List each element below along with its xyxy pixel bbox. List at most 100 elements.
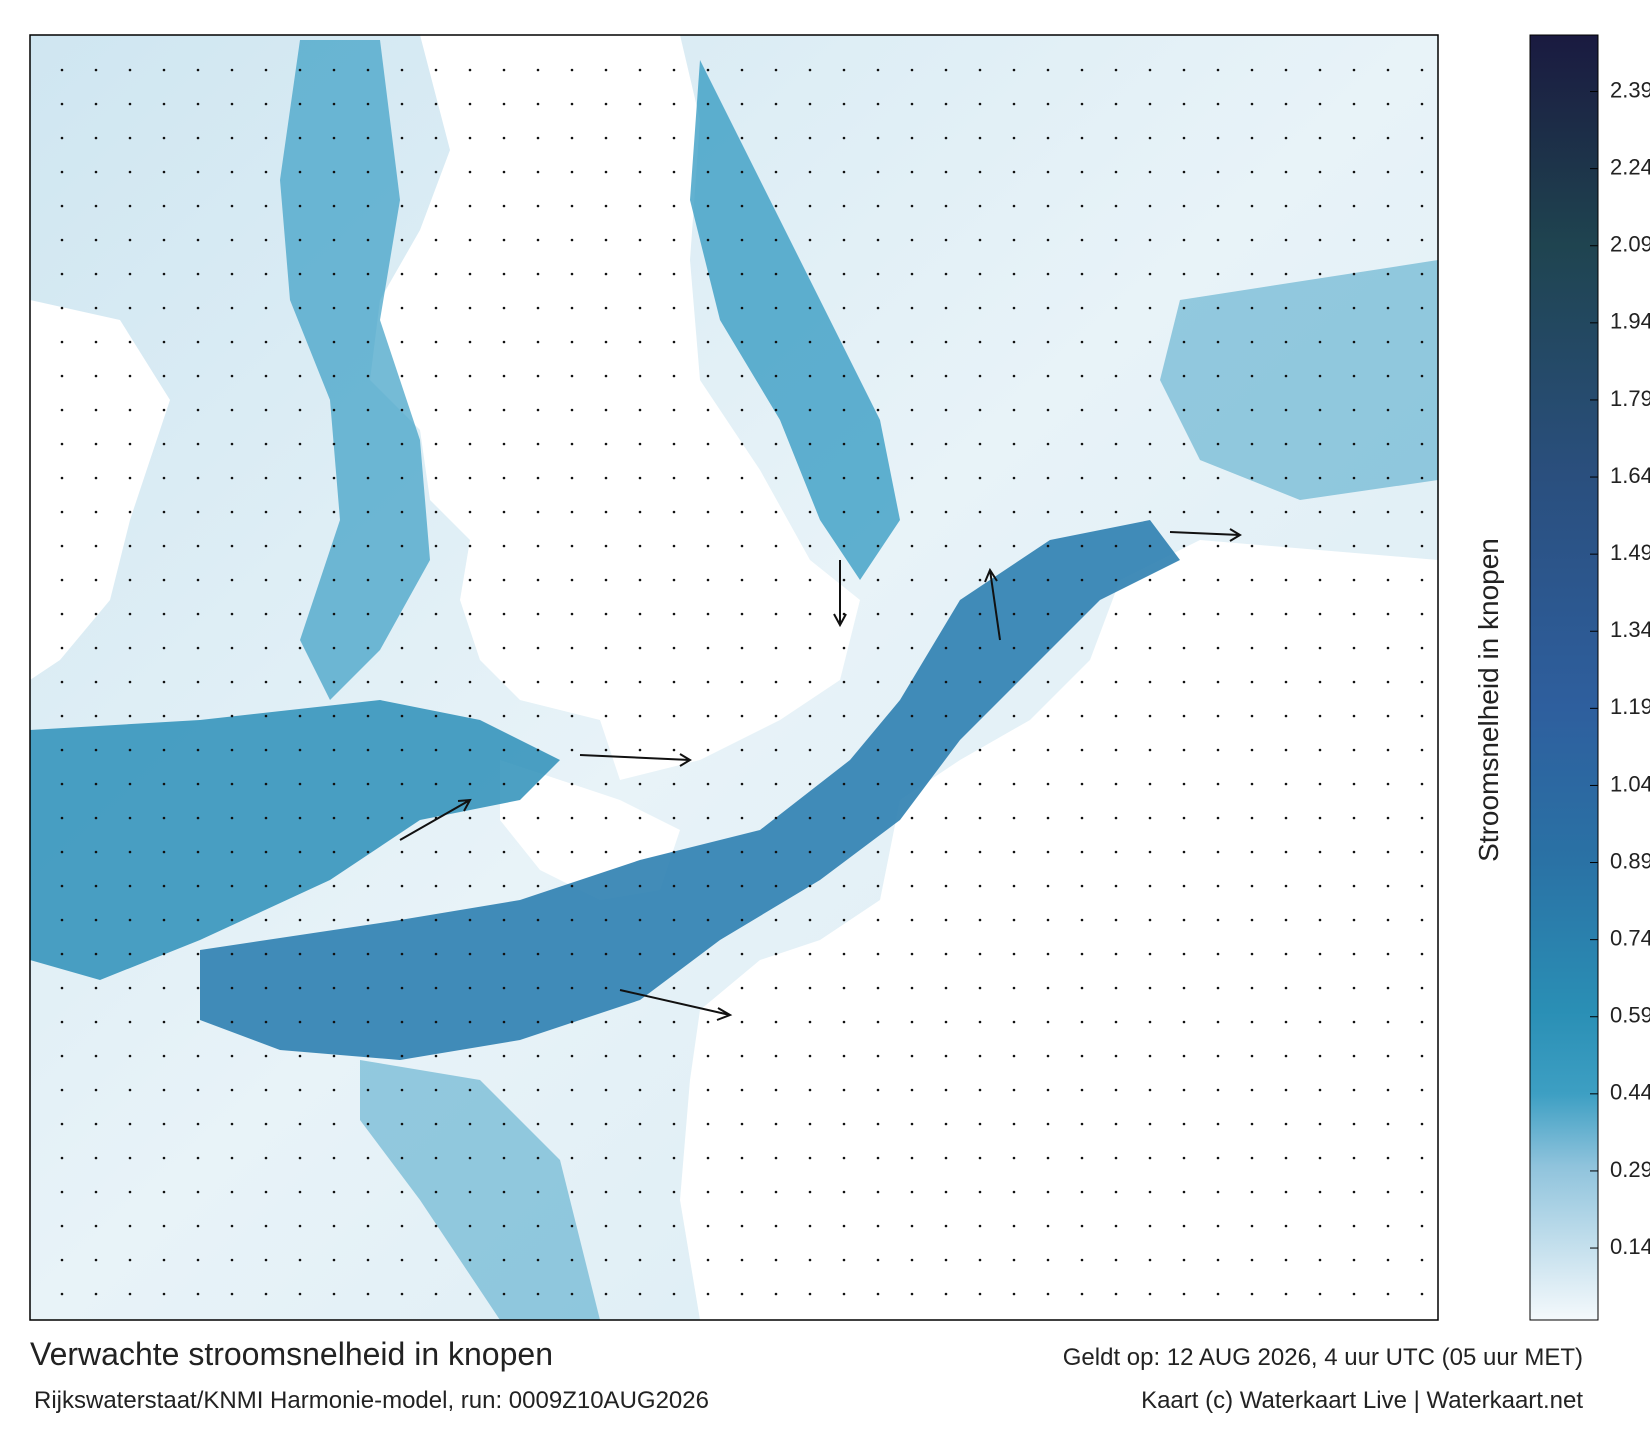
grid-dot [128,510,132,514]
grid-dot [604,68,608,72]
grid-dot [60,1258,64,1262]
grid-dot [808,748,812,752]
grid-dot [298,204,302,208]
grid-dot [570,816,574,820]
grid-dot [604,340,608,344]
grid-dot [638,748,642,752]
grid-dot [570,986,574,990]
grid-dot [434,714,438,718]
grid-dot [366,340,370,344]
grid-dot [910,374,914,378]
grid-dot [128,1224,132,1228]
grid-dot [502,68,506,72]
grid-dot [468,510,472,514]
grid-dot [264,850,268,854]
grid-dot [1216,272,1220,276]
grid-dot [1148,340,1152,344]
grid-dot [196,1190,200,1194]
grid-dot [842,136,846,140]
grid-dot [264,1224,268,1228]
grid-dot [876,1190,880,1194]
grid-dot [910,748,914,752]
grid-dot [1386,408,1390,412]
grid-dot [1250,1122,1254,1126]
grid-dot [638,510,642,514]
grid-dot [1182,374,1186,378]
grid-dot [1420,510,1424,514]
grid-dot [808,782,812,786]
grid-dot [1284,1054,1288,1058]
grid-dot [400,204,404,208]
grid-dot [1352,1122,1356,1126]
grid-dot [366,1190,370,1194]
grid-dot [910,136,914,140]
grid-dot [1284,1020,1288,1024]
grid-dot [638,68,642,72]
grid-dot [570,136,574,140]
grid-dot [1352,782,1356,786]
grid-dot [1420,884,1424,888]
grid-dot [196,340,200,344]
grid-dot [1318,204,1322,208]
grid-dot [1352,1020,1356,1024]
grid-dot [1386,442,1390,446]
grid-dot [1352,1258,1356,1262]
grid-dot [298,102,302,106]
grid-dot [604,170,608,174]
grid-dot [468,1190,472,1194]
grid-dot [638,1258,642,1262]
grid-dot [1250,680,1254,684]
grid-dot [876,918,880,922]
grid-dot [1182,816,1186,820]
grid-dot [638,1054,642,1058]
grid-dot [366,510,370,514]
grid-dot [570,1190,574,1194]
grid-dot [842,1122,846,1126]
grid-dot [400,1156,404,1160]
grid-dot [502,952,506,956]
grid-dot [978,102,982,106]
grid-dot [910,986,914,990]
grid-dot [740,1258,744,1262]
grid-dot [1352,918,1356,922]
grid-dot [1386,68,1390,72]
grid-dot [366,476,370,480]
grid-dot [230,918,234,922]
grid-dot [1080,1190,1084,1194]
grid-dot [196,612,200,616]
grid-dot [842,476,846,480]
grid-dot [1250,714,1254,718]
grid-dot [910,102,914,106]
grid-dot [1012,884,1016,888]
grid-dot [1046,340,1050,344]
grid-dot [774,544,778,548]
grid-dot [1012,612,1016,616]
grid-dot [264,952,268,956]
grid-dot [332,884,336,888]
grid-dot [230,510,234,514]
channel [280,40,430,700]
grid-dot [468,374,472,378]
grid-dot [1250,1088,1254,1092]
grid-dot [1012,782,1016,786]
colorbar-tick-label: 1.94 [1610,309,1650,334]
grid-dot [978,374,982,378]
grid-dot [230,578,234,582]
grid-dot [468,646,472,650]
grid-dot [1046,680,1050,684]
grid-dot [774,612,778,616]
grid-dot [196,272,200,276]
grid-dot [944,816,948,820]
grid-dot [774,510,778,514]
grid-dot [536,1122,540,1126]
grid-dot [1386,170,1390,174]
grid-dot [672,646,676,650]
grid-dot [536,238,540,242]
grid-dot [332,1156,336,1160]
grid-dot [162,136,166,140]
colorbar-tick-label: 0.89 [1610,848,1650,873]
grid-dot [196,1292,200,1296]
grid-dot [774,578,778,582]
grid-dot [1318,714,1322,718]
grid-dot [94,170,98,174]
